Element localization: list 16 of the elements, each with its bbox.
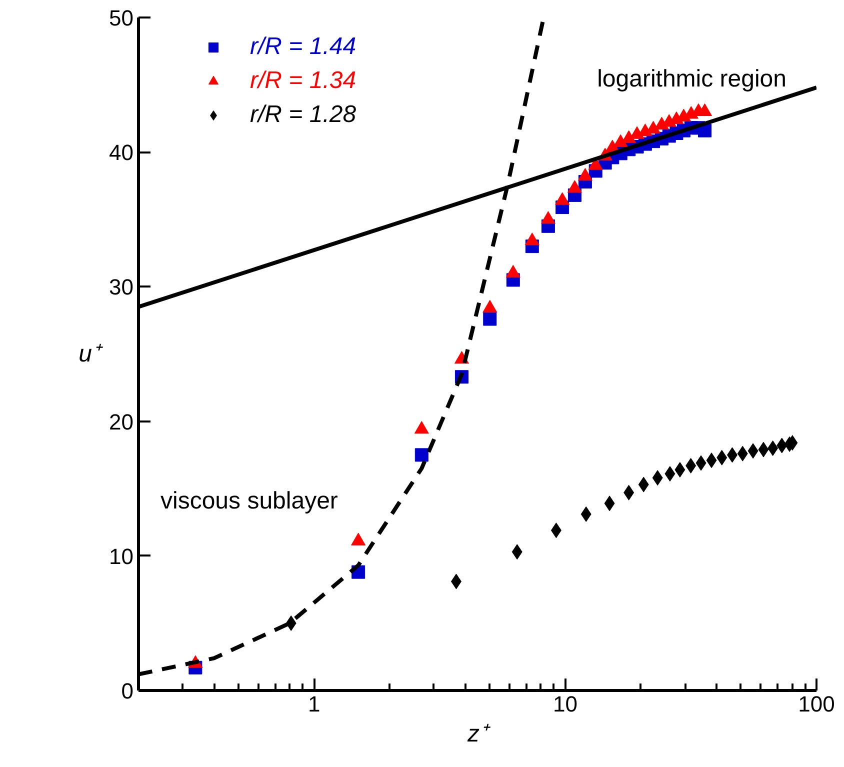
x-tick-label: 100 [798, 692, 835, 716]
annotation: logarithmic region [597, 66, 786, 92]
annotation: viscous sublayer [160, 488, 338, 514]
x-axis-title: z⁺ [466, 720, 490, 748]
y-tick-label: 50 [109, 6, 134, 30]
y-axis-title: u⁺ [78, 340, 104, 368]
x-tick-label: 1 [308, 692, 320, 716]
legend-label: r/R = 1.34 [250, 67, 356, 95]
y-tick-label: 30 [109, 274, 134, 300]
legend-label: r/R = 1.44 [250, 33, 356, 61]
y-tick-label: 0 [121, 678, 134, 704]
y-tick-label: 20 [109, 409, 134, 434]
y-tick-label: 10 [109, 544, 134, 569]
y-tick-label: 40 [109, 140, 134, 166]
x-tick-label: 10 [553, 692, 578, 716]
legend-label: r/R = 1.28 [250, 101, 356, 129]
